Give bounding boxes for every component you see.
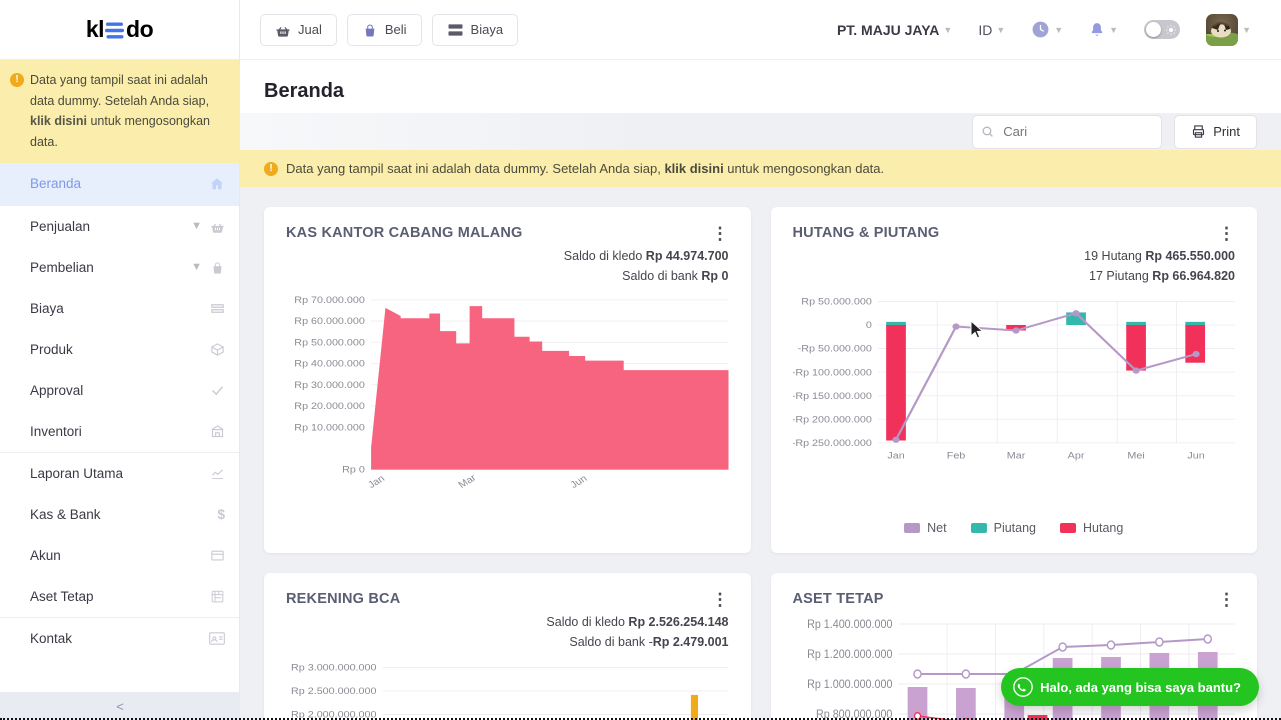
svg-text:Jun: Jun <box>1187 451 1204 461</box>
svg-text:-Rp 50.000.000: -Rp 50.000.000 <box>797 344 871 354</box>
svg-text:Feb: Feb <box>946 451 965 461</box>
svg-text:Rp 0: Rp 0 <box>342 465 365 475</box>
svg-text:Rp 10.000.000: Rp 10.000.000 <box>294 423 365 433</box>
svg-text:Mei: Mei <box>1127 451 1144 461</box>
svg-text:Rp 70.000.000: Rp 70.000.000 <box>294 296 365 306</box>
svg-text:Rp 1.000.000.000: Rp 1.000.000.000 <box>807 679 892 692</box>
svg-text:Jan: Jan <box>366 474 387 491</box>
svg-text:Rp 20.000.000: Rp 20.000.000 <box>294 402 365 412</box>
svg-text:Rp 60.000.000: Rp 60.000.000 <box>294 317 365 327</box>
svg-text:Rp 30.000.000: Rp 30.000.000 <box>294 380 365 390</box>
svg-text:-Rp 200.000.000: -Rp 200.000.000 <box>793 415 872 425</box>
svg-text:Rp 1.400.000.000: Rp 1.400.000.000 <box>807 619 892 632</box>
svg-text:0: 0 <box>865 321 871 331</box>
svg-text:-Rp 150.000.000: -Rp 150.000.000 <box>793 391 872 401</box>
svg-text:Jan: Jan <box>887 451 904 461</box>
svg-text:Rp 2.500.000.000: Rp 2.500.000.000 <box>291 687 377 697</box>
svg-text:-Rp 100.000.000: -Rp 100.000.000 <box>793 368 872 378</box>
svg-text:Rp 50.000.000: Rp 50.000.000 <box>801 297 872 307</box>
svg-text:Rp 50.000.000: Rp 50.000.000 <box>294 338 365 348</box>
svg-text:Jun: Jun <box>569 474 590 491</box>
svg-text:Rp 40.000.000: Rp 40.000.000 <box>294 359 365 369</box>
svg-text:Apr: Apr <box>1067 451 1084 461</box>
svg-text:Mar: Mar <box>1006 451 1025 461</box>
svg-text:-Rp 250.000.000: -Rp 250.000.000 <box>793 439 872 449</box>
svg-text:Rp 1.200.000.000: Rp 1.200.000.000 <box>807 649 892 662</box>
svg-text:Rp 3.000.000.000: Rp 3.000.000.000 <box>291 663 377 673</box>
svg-text:Mar: Mar <box>457 473 479 491</box>
